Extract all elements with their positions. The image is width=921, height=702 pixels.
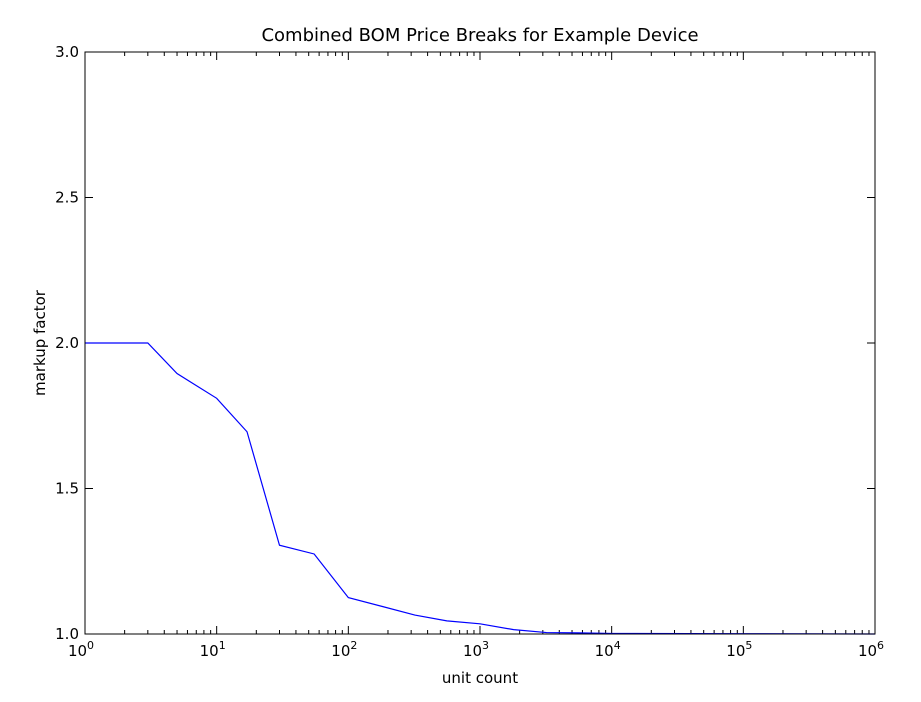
x-tick-label: 102 (331, 639, 357, 660)
x-tick-label: 106 (858, 639, 884, 660)
x-tick-label: 103 (463, 639, 489, 660)
x-tick-label: 104 (595, 639, 621, 660)
plot-area (85, 342, 876, 635)
axis-ticks (84, 51, 876, 635)
y-axis-label: markup factor (31, 289, 49, 396)
x-tick-label: 101 (200, 639, 226, 660)
axes-frame (84, 51, 876, 635)
y-tick-label: 2.5 (55, 189, 79, 207)
y-tick-label: 3.0 (55, 43, 79, 61)
series-line (85, 342, 876, 635)
y-tick-label: 2.0 (55, 334, 79, 352)
x-tick-label: 100 (68, 639, 94, 660)
y-tick-label: 1.5 (55, 480, 79, 498)
tick-labels: 100 101 102 103 104 105 106 1.0 1.5 2.0 2.5 3.0 (55, 43, 884, 660)
y-tick-label: 1.0 (55, 625, 79, 643)
chart-title: Combined BOM Price Breaks for Example De… (261, 25, 698, 46)
x-tick-label: 105 (726, 639, 752, 660)
x-axis-label: unit count (442, 669, 518, 687)
